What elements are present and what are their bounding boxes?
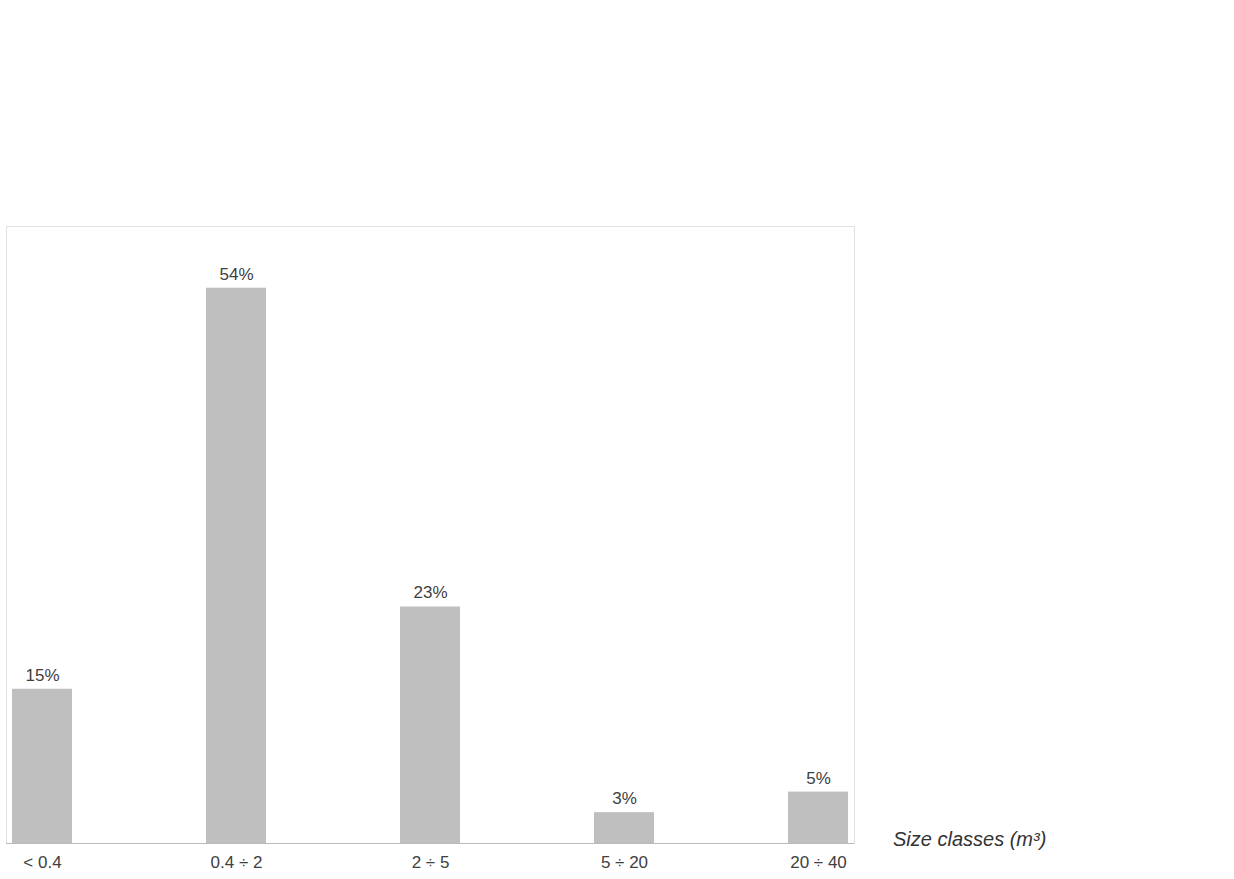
- svg-text:15%: 15%: [25, 666, 59, 685]
- svg-text:54%: 54%: [219, 265, 253, 284]
- svg-text:5%: 5%: [806, 769, 831, 788]
- svg-text:< 0.4: < 0.4: [23, 853, 61, 872]
- html-text:Size classes (m³): Size classes (m³): [893, 828, 1047, 850]
- svg-text:3%: 3%: [612, 789, 637, 808]
- svg-text:0.4 ÷ 2: 0.4 ÷ 2: [211, 853, 263, 872]
- svg-text:5 ÷ 20: 5 ÷ 20: [601, 853, 648, 872]
- svg-text:2 ÷ 5: 2 ÷ 5: [412, 853, 450, 872]
- svg-text:20 ÷ 40: 20 ÷ 40: [790, 853, 847, 872]
- svg-text:23%: 23%: [413, 583, 447, 602]
